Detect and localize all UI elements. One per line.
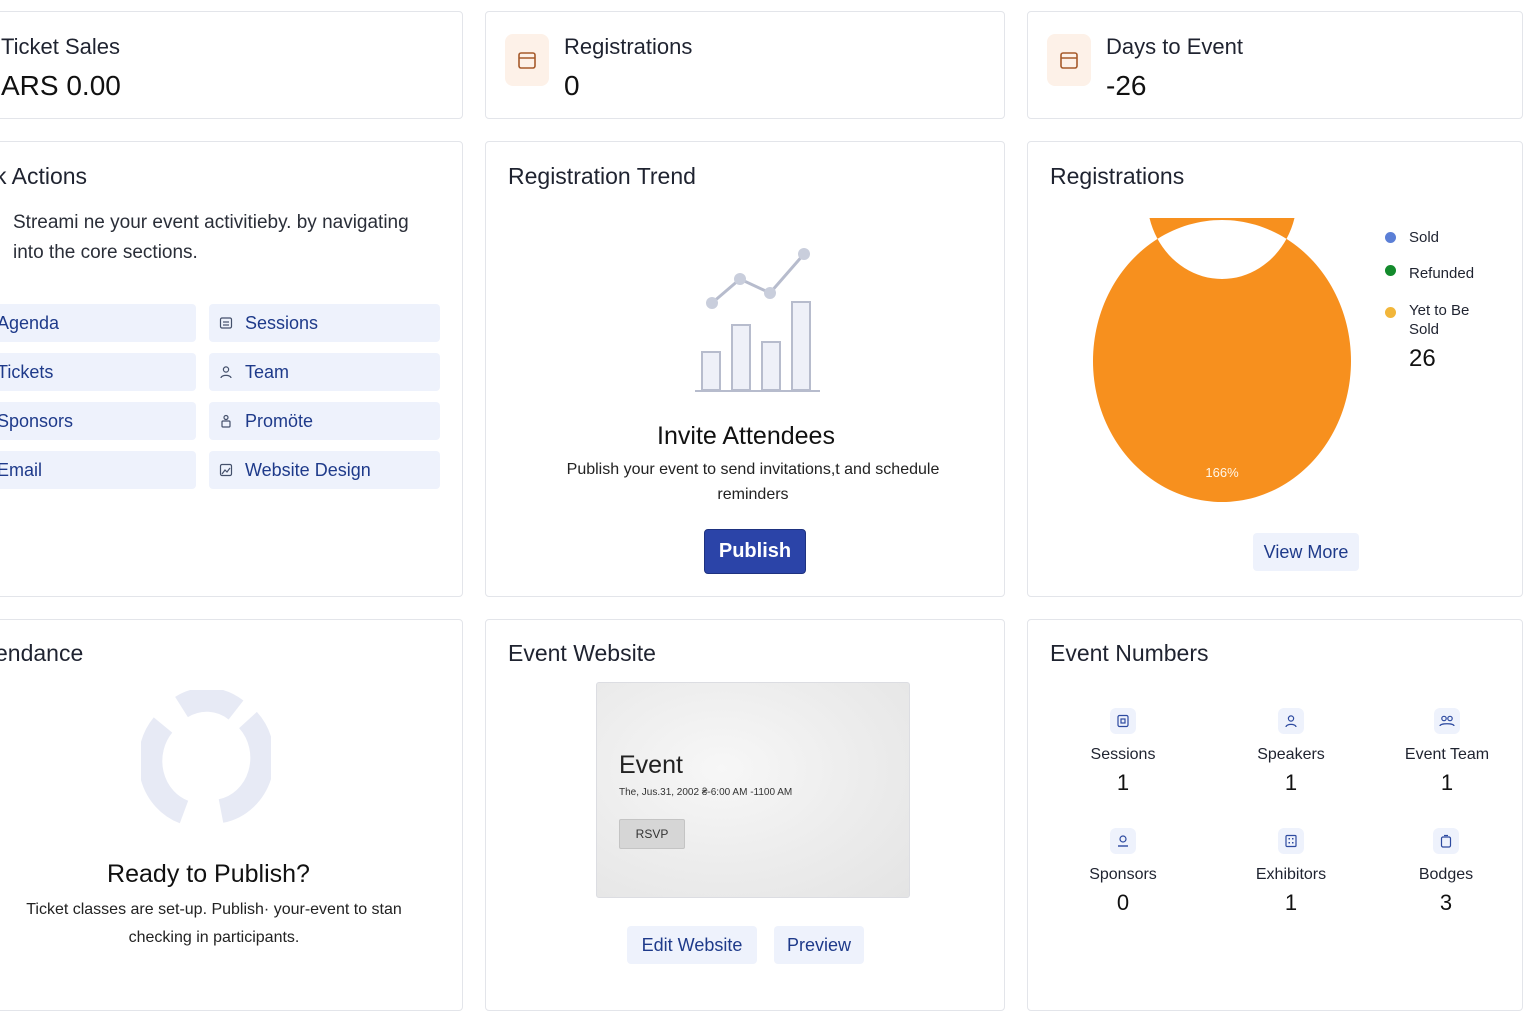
registration-trend-card: Registration Trend Invite Attendees Publ… [485,141,1005,597]
sponsor-icon [1110,828,1136,854]
legend-dot-refunded [1385,265,1396,276]
badges-count-value: 3 [1439,890,1453,915]
ticket-sales-label: Ticket Sales [1,34,121,59]
stat-sessions: Sessions 1 [1063,708,1183,796]
legend-label-refunded: Refunded [1409,265,1475,282]
preview-event-title: Event [619,751,683,779]
team-icon [1434,708,1460,734]
view-more-button[interactable]: View More [1253,533,1359,571]
stat-sponsors: Sponsors 0 [1063,828,1183,916]
quick-actions-title: k Actions [0,163,88,189]
registrations-stat-value: 0 [564,70,580,101]
stat-exhibitors: Exhibitors 1 [1231,828,1351,916]
days-to-event-value: -26 [1106,70,1147,101]
legend-label-sold: Sold [1409,229,1440,246]
sessions-count-label: Sessions [1090,746,1156,763]
tickets-label: Tickets [0,361,54,382]
event-website-title: Event Website [508,640,656,666]
days-to-event-label: Days to Event [1106,34,1243,59]
invite-attendees-text: Publish your event to send invitations,t… [566,461,940,503]
legend-label-yet-to-be-sold: Yet to Be Sold [1409,302,1470,338]
edit-website-button[interactable]: Edit Website [627,926,757,964]
ready-to-publish-heading: Ready to Publish? [107,860,310,888]
registrations-donut-chart: 166% [1093,218,1351,502]
agenda-button[interactable]: Agenda [0,304,196,342]
sponsors-label: Sponsors [0,410,74,431]
badges-count-label: Bodges [1418,866,1474,883]
donut-percent-label: 166% [1205,465,1239,480]
rsvp-button[interactable]: RSVP [619,819,685,849]
preview-button[interactable]: Preview [774,926,864,964]
agenda-label: Agenda [0,312,60,333]
event-team-count-label: Event Team [1404,746,1490,763]
ticket-sales-card: Ticket Sales ARS 0.00 [0,11,463,119]
attendance-title: endance [0,640,84,666]
image-icon [219,463,233,477]
quick-actions-description: Streami ne your event activitieby. by na… [13,212,409,263]
promote-label: Promöte [245,410,314,431]
user-icon [219,365,233,379]
sessions-icon [1110,708,1136,734]
sponsors-count-value: 0 [1116,890,1130,915]
speaker-icon [1278,708,1304,734]
stat-speakers: Speakers 1 [1231,708,1351,796]
stat-event-team: Event Team 1 [1387,708,1507,796]
registrations-stat-label: Registrations [564,34,693,59]
exhibitors-count-value: 1 [1284,890,1298,915]
sponsors-button[interactable]: Sponsors [0,402,196,440]
speakers-count-label: Speakers [1257,746,1325,763]
sessions-button[interactable]: Sessions [209,304,440,342]
exhibitors-count-label: Exhibitors [1255,866,1327,883]
quick-actions-card: k Actions Streami ne your event activiti… [0,141,463,597]
legend-dot-yet-to-be-sold [1385,307,1396,318]
sessions-icon [219,316,233,330]
invite-attendees-heading: Invite Attendees [657,422,835,450]
sessions-count-value: 1 [1116,770,1130,795]
stat-badges: Bodges 3 [1386,828,1506,916]
ready-to-publish-text: Ticket classes are set-up. Publish· your… [26,901,402,946]
publish-button[interactable]: Publish [704,529,806,574]
preview-event-date: The, Jus.31, 2002 ₴-6:00 AM -1100 AM [619,787,793,798]
sponsors-count-label: Sponsors [1089,866,1157,883]
registrations-chart-card: Registrations 166% Sold Refunded Yet to … [1027,141,1523,597]
donut-slice-yet-to-be-sold [1093,218,1351,502]
days-to-event-card: Days to Event -26 [1027,11,1523,119]
tickets-button[interactable]: Tickets [0,353,196,391]
team-label: Team [245,361,290,382]
website-design-button[interactable]: Website Design [209,451,440,489]
registrations-total: 26 [1409,345,1436,372]
event-numbers-card: Event Numbers Sessions 1 Speakers 1 Even… [1027,619,1523,1011]
registrations-stat-card: Registrations 0 [485,11,1005,119]
email-button[interactable]: Email [0,451,196,489]
registration-trend-title: Registration Trend [508,163,696,189]
badge-icon [1433,828,1459,854]
event-website-card: Event Website Event The, Jus.31, 2002 ₴-… [485,619,1005,1011]
attendance-ring-icon [141,690,271,824]
event-team-count-value: 1 [1440,770,1454,795]
email-label: Email [0,459,43,480]
event-numbers-title: Event Numbers [1050,640,1209,666]
website-design-label: Website Design [245,459,371,480]
sessions-label: Sessions [245,312,319,333]
team-button[interactable]: Team [209,353,440,391]
calendar-icon [1047,34,1091,86]
legend-dot-sold [1385,232,1396,243]
trend-chart-illustration-icon [695,248,820,392]
promote-icon [219,414,233,428]
attendance-card: endance Ready to Publish? Ticket classes… [0,619,463,1011]
registrations-chart-title: Registrations [1050,163,1185,189]
speakers-count-value: 1 [1284,770,1298,795]
calendar-icon [505,34,549,86]
promote-button[interactable]: Promöte [209,402,440,440]
ticket-sales-value: ARS 0.00 [1,70,121,101]
website-preview-thumbnail: Event The, Jus.31, 2002 ₴-6:00 AM -1100 … [596,682,910,898]
exhibitor-icon [1278,828,1304,854]
